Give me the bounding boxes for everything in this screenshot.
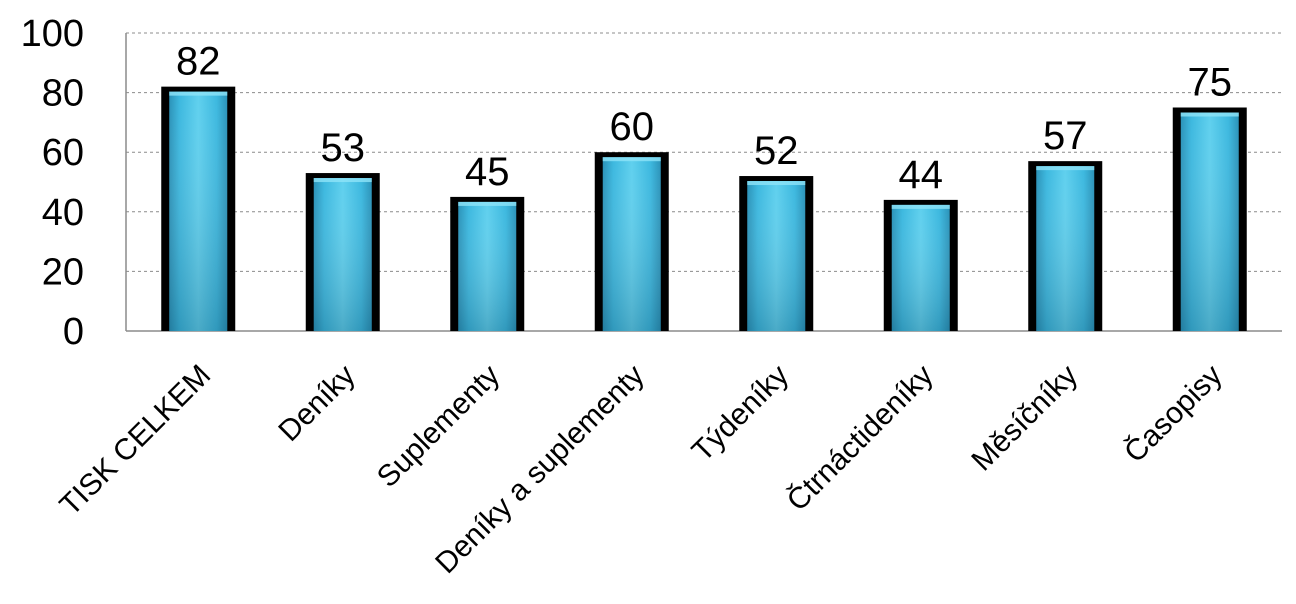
x-tick-label: Čtrnáctideníky [780, 358, 940, 518]
bar-shade [169, 91, 228, 331]
bar-shade [891, 204, 950, 331]
bar-shade [602, 157, 661, 331]
bar [305, 173, 380, 331]
gridlines [126, 32, 1282, 272]
bar [739, 176, 814, 331]
bar-highlight [169, 91, 228, 96]
y-tick-label: 100 [21, 13, 84, 55]
bar-shade [747, 181, 806, 331]
bar-highlight [602, 157, 661, 162]
bar-highlight [313, 178, 372, 183]
bar [161, 86, 236, 331]
bar-shade [1036, 166, 1095, 331]
data-label: 75 [1188, 61, 1233, 105]
x-tick-label: Týdeníky [686, 359, 795, 468]
x-tick-label: Suplementy [371, 359, 506, 494]
data-label: 45 [465, 150, 510, 194]
bar-highlight [1036, 166, 1095, 171]
bar [883, 199, 958, 331]
bar-highlight [458, 201, 517, 206]
data-label: 60 [610, 105, 655, 149]
y-tick-label: 0 [63, 311, 84, 353]
bar-shade [1180, 112, 1239, 331]
y-tick-label: 80 [42, 73, 84, 115]
x-tick-label: Deníky [272, 359, 361, 448]
data-label: 53 [321, 126, 366, 170]
bar-shade [458, 201, 517, 331]
bar-highlight [747, 181, 806, 186]
axes [125, 33, 1282, 332]
x-tick-label: Měsíčníky [965, 359, 1084, 478]
x-tick-label: TISK CELKEM [54, 359, 218, 523]
x-tick-label: Časopisy [1117, 358, 1228, 469]
data-label: 82 [176, 40, 221, 84]
bars [161, 86, 1247, 331]
data-label: 52 [754, 129, 799, 173]
bar [450, 196, 525, 331]
bar [1172, 107, 1247, 331]
data-label: 44 [899, 153, 944, 197]
y-tick-label: 60 [42, 132, 84, 174]
bar-highlight [1180, 112, 1239, 117]
data-label: 57 [1043, 114, 1088, 158]
bar [1028, 161, 1103, 331]
bar-shade [313, 178, 372, 331]
y-tick-label: 20 [42, 251, 84, 293]
y-tick-label: 40 [42, 192, 84, 234]
bar [594, 152, 669, 331]
bar-highlight [891, 204, 950, 209]
